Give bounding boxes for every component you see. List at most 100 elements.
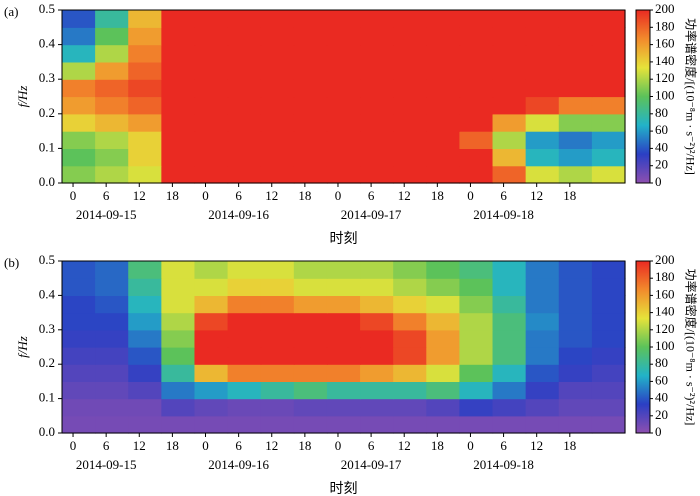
- heat-cell: [128, 27, 162, 46]
- heat-cell: [194, 148, 229, 167]
- heat-cell: [326, 96, 361, 115]
- colorbar-tick-label: 0: [655, 174, 662, 189]
- heat-cell: [194, 261, 229, 279]
- x-tick-label: 0: [335, 438, 342, 453]
- heat-cell: [128, 415, 162, 434]
- heat-cell: [393, 44, 427, 63]
- heat-cell: [393, 278, 427, 296]
- y-tick-label: 0.0: [39, 424, 55, 439]
- x-tick-label: 6: [368, 188, 375, 203]
- heat-cell: [227, 148, 262, 167]
- colorbar-tick-label: 20: [655, 407, 668, 422]
- heat-cell: [161, 44, 196, 63]
- heat-cell: [95, 364, 129, 382]
- heat-cell: [326, 10, 361, 28]
- heat-cell: [393, 381, 427, 400]
- heat-cell: [227, 329, 262, 348]
- y-tick-label: 0.0: [39, 174, 55, 189]
- y-tick-label: 0.1: [39, 390, 55, 405]
- heat-cell: [194, 165, 229, 184]
- heat-cell: [326, 347, 361, 365]
- x-tick-label: 6: [235, 438, 242, 453]
- heat-cell: [161, 131, 196, 149]
- heat-cell: [360, 347, 394, 365]
- heat-cell: [227, 261, 262, 279]
- heat-cell: [293, 415, 328, 434]
- heat-cell: [260, 278, 295, 296]
- heat-cell: [591, 347, 626, 365]
- date-label: 2014-09-16: [208, 457, 269, 472]
- heat-cell: [492, 10, 527, 28]
- heat-cell: [393, 96, 427, 115]
- heat-cell: [128, 10, 162, 28]
- heat-cell: [62, 295, 96, 314]
- heat-cell: [426, 61, 461, 80]
- heat-cell: [326, 148, 361, 167]
- heat-cell: [227, 131, 262, 149]
- heat-cell: [62, 415, 96, 434]
- heat-cell: [260, 398, 295, 417]
- heat-cell: [360, 278, 394, 296]
- heat-cell: [161, 27, 196, 46]
- heat-cell: [128, 329, 162, 348]
- y-tick-label: 0.4: [39, 36, 56, 51]
- heat-cell: [426, 113, 461, 132]
- heat-cell: [326, 312, 361, 331]
- heat-cell: [227, 398, 262, 417]
- colorbar-label: 功率谱密度/[(10⁻⁸m · s⁻²)²/Hz]: [683, 18, 698, 175]
- colorbar-tick-label: 100: [655, 87, 675, 102]
- heat-cell: [591, 61, 626, 80]
- colorbar-tick-label: 200: [655, 252, 675, 267]
- heat-cell: [326, 295, 361, 314]
- heat-cell: [393, 61, 427, 80]
- colorbar-label: 功率谱密度/[(10⁻⁸m · s⁻²)²/Hz]: [683, 269, 698, 426]
- heat-cell: [161, 278, 196, 296]
- heat-cell: [128, 61, 162, 80]
- heat-cell: [326, 329, 361, 348]
- heat-cell: [95, 113, 129, 132]
- y-tick-label: 0.4: [39, 286, 56, 301]
- heat-cell: [161, 113, 196, 132]
- y-tick-label: 0.3: [39, 70, 55, 85]
- heat-cell: [459, 312, 494, 331]
- heat-cell: [326, 398, 361, 417]
- heat-cell: [360, 381, 394, 400]
- heat-cell: [360, 10, 394, 28]
- x-tick-label: 6: [235, 188, 242, 203]
- heat-cell: [393, 329, 427, 348]
- heat-cell: [492, 398, 527, 417]
- heat-cell: [591, 44, 626, 63]
- heat-cell: [293, 79, 328, 98]
- heat-cell: [62, 398, 96, 417]
- heat-cell: [227, 295, 262, 314]
- colorbar: [635, 260, 651, 434]
- heat-cell: [360, 295, 394, 314]
- colorbar-tick-label: 160: [655, 36, 675, 51]
- x-tick-label: 18: [563, 188, 576, 203]
- heat-cell: [360, 96, 394, 115]
- heat-cell: [128, 113, 162, 132]
- heat-cell: [95, 312, 129, 331]
- heat-cell: [360, 415, 394, 434]
- heat-cell: [525, 61, 560, 80]
- x-tick-label: 0: [202, 188, 209, 203]
- heat-cell: [360, 312, 394, 331]
- heat-cell: [260, 312, 295, 331]
- heat-cell: [459, 148, 494, 167]
- date-label: 2014-09-15: [76, 457, 137, 472]
- heat-cell: [326, 278, 361, 296]
- x-tick-label: 0: [202, 438, 209, 453]
- y-tick-label: 0.5: [39, 252, 55, 267]
- heat-cell: [558, 261, 593, 279]
- heat-cell: [492, 79, 527, 98]
- heat-cell: [293, 96, 328, 115]
- x-tick-label: 12: [265, 438, 278, 453]
- heat-cell: [95, 10, 129, 28]
- heat-cell: [227, 165, 262, 184]
- heat-cell: [161, 96, 196, 115]
- heat-cell: [128, 347, 162, 365]
- heat-cell: [360, 61, 394, 80]
- y-axis-label: f/Hz: [15, 336, 30, 358]
- heat-cell: [459, 27, 494, 46]
- heat-cell: [525, 44, 560, 63]
